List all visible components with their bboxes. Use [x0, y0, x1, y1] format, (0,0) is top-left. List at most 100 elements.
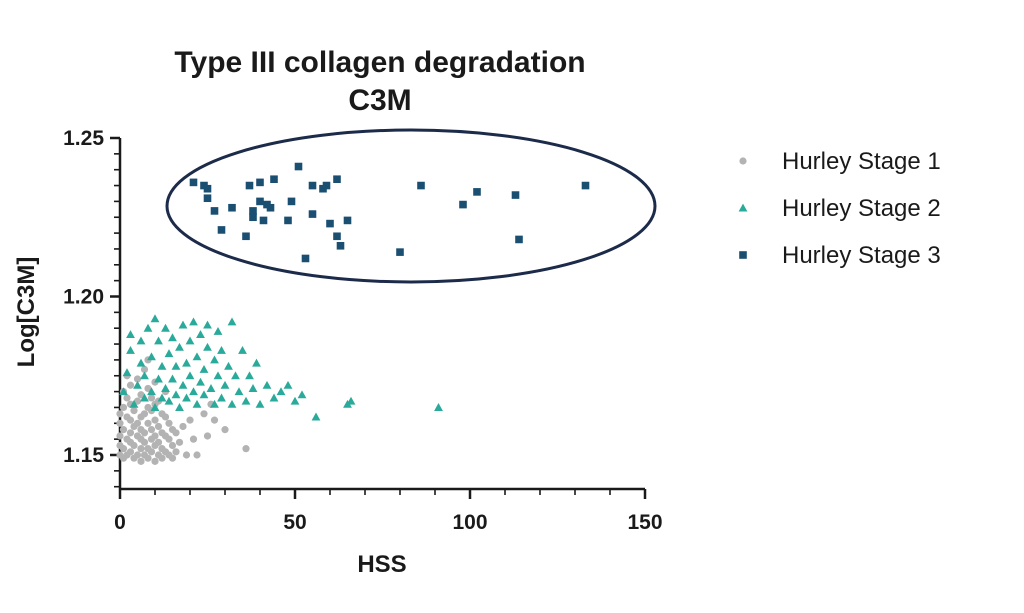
- data-point: [189, 317, 198, 326]
- data-point: [210, 416, 219, 424]
- data-point: [515, 235, 523, 244]
- data-point: [164, 349, 174, 358]
- data-point: [248, 384, 258, 392]
- stage3-highlight-ellipse: [165, 128, 657, 284]
- data-point: [161, 323, 170, 332]
- data-point: [161, 413, 170, 421]
- data-point: [434, 403, 443, 411]
- data-point: [256, 178, 264, 187]
- data-point: [140, 371, 149, 380]
- data-point: [231, 371, 240, 380]
- data-point: [151, 416, 159, 424]
- data-point: [213, 326, 223, 335]
- data-point: [290, 396, 300, 405]
- data-point: [147, 352, 156, 361]
- data-point: [123, 394, 131, 402]
- data-point: [185, 336, 195, 345]
- data-point: [284, 216, 292, 225]
- data-point: [147, 387, 156, 396]
- data-point: [224, 361, 233, 370]
- data-point: [116, 432, 124, 440]
- data-point: [178, 380, 188, 389]
- data-point: [294, 162, 303, 171]
- data-point: [144, 454, 152, 462]
- y-axis-ticks: 1.15 1.20 1.25: [63, 127, 120, 488]
- data-point: [116, 419, 124, 427]
- data-point: [196, 377, 205, 386]
- legend-marker: [739, 157, 747, 165]
- data-point: [147, 394, 156, 402]
- data-point: [150, 403, 160, 411]
- legend-label: Hurley Stage 1: [782, 148, 941, 175]
- data-point: [147, 448, 156, 456]
- x-tick-label: 50: [283, 511, 306, 534]
- data-point: [136, 358, 146, 367]
- y-tick-label: 1.25: [63, 127, 104, 150]
- data-point: [269, 393, 279, 402]
- data-point: [175, 342, 184, 351]
- data-point: [130, 407, 138, 415]
- data-point: [116, 410, 124, 418]
- data-point: [119, 403, 128, 412]
- data-point: [164, 396, 174, 405]
- data-point: [238, 345, 247, 354]
- data-point: [129, 399, 139, 408]
- data-point: [151, 432, 159, 440]
- data-point: [217, 393, 226, 402]
- data-point: [210, 399, 219, 408]
- data-point: [140, 410, 149, 418]
- data-point: [228, 203, 236, 212]
- data-point: [168, 441, 177, 450]
- chart-subtitle: C3M: [348, 84, 411, 117]
- data-point: [221, 426, 229, 434]
- data-point: [179, 422, 187, 431]
- data-point: [256, 197, 264, 206]
- data-point: [168, 374, 177, 383]
- data-point: [227, 317, 237, 326]
- data-point: [217, 226, 226, 234]
- data-point: [196, 330, 205, 339]
- data-point: [311, 412, 321, 421]
- data-point: [140, 393, 149, 402]
- data-point: [126, 345, 135, 354]
- data-point: [175, 438, 184, 446]
- data-point: [203, 184, 212, 193]
- data-point: [276, 387, 286, 396]
- data-point: [182, 393, 191, 402]
- data-point: [172, 429, 180, 437]
- data-point: [459, 200, 467, 209]
- y-tick-label: 1.20: [63, 286, 104, 309]
- data-point: [126, 448, 135, 456]
- data-point: [262, 380, 272, 389]
- data-point: [154, 374, 163, 383]
- data-point: [242, 445, 250, 453]
- data-point: [168, 333, 177, 342]
- data-point: [259, 216, 268, 225]
- legend-label: Hurley Stage 2: [782, 195, 941, 222]
- data-point: [150, 314, 160, 323]
- data-point: [245, 181, 254, 190]
- data-point: [234, 387, 244, 396]
- data-point: [144, 419, 152, 427]
- data-point: [119, 426, 128, 434]
- data-point: [182, 358, 191, 367]
- data-point: [137, 391, 145, 399]
- data-point: [130, 441, 138, 450]
- data-point: [249, 213, 257, 222]
- data-point: [255, 399, 265, 408]
- data-point: [144, 384, 152, 393]
- data-point: [171, 390, 181, 399]
- x-axis-ticks: 0 50 100 150: [114, 489, 663, 534]
- data-point: [343, 216, 352, 225]
- data-point: [333, 175, 341, 184]
- data-point: [133, 375, 142, 383]
- data-point: [266, 203, 275, 212]
- legend-marker: [738, 203, 748, 212]
- data-point: [245, 371, 254, 380]
- data-point: [417, 181, 425, 190]
- data-point: [287, 197, 296, 206]
- data-point: [227, 399, 237, 408]
- data-point: [333, 232, 341, 241]
- data-point: [203, 320, 212, 329]
